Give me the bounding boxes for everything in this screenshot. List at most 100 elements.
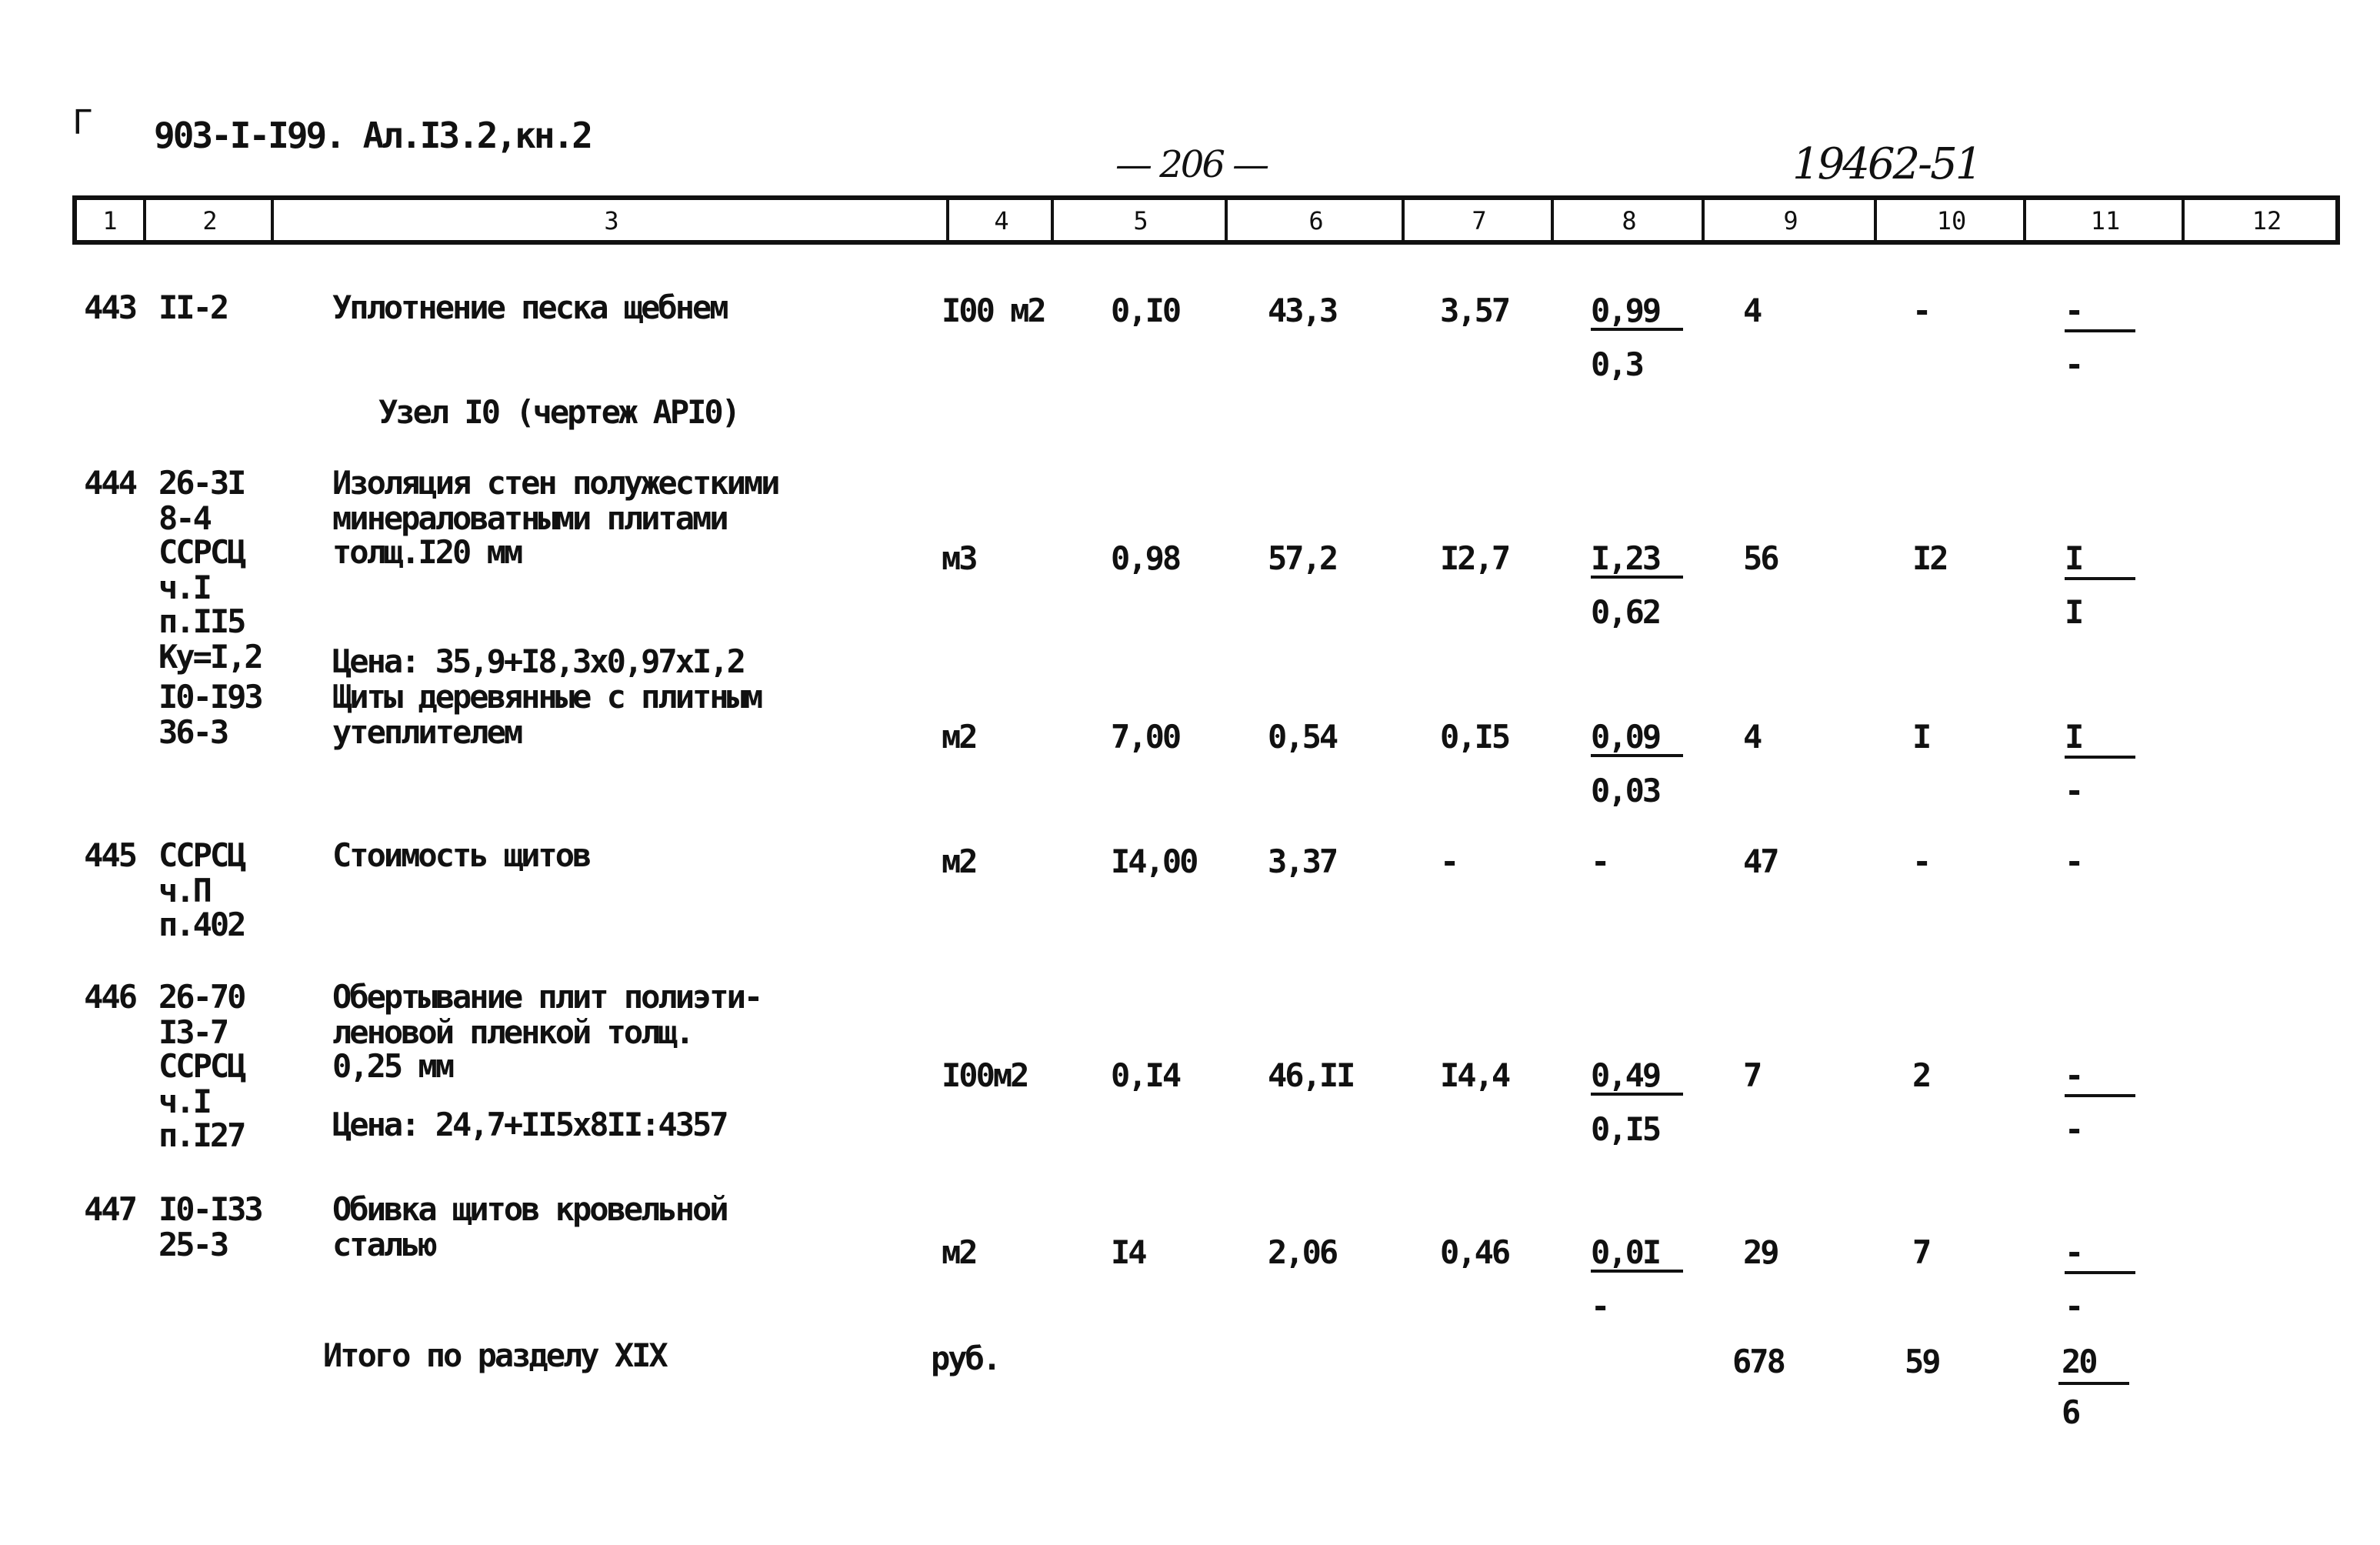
column-header-7: 7 — [1402, 200, 1554, 240]
col8-value: 0,09 — [1591, 719, 1662, 756]
column-header-12: 12 — [2182, 200, 2349, 240]
norm-code: ч.I — [158, 569, 212, 606]
norm-code: II-2 — [158, 289, 229, 326]
unit: м3 — [942, 540, 978, 577]
fraction-bar — [2065, 1271, 2135, 1274]
unit: м2 — [942, 719, 978, 756]
norm-code: ч.I — [158, 1083, 212, 1120]
col10-value: I — [1912, 719, 1932, 756]
total-col11: 20 — [2062, 1343, 2098, 1380]
col8-value: - — [1591, 843, 1610, 880]
row-number: 443 — [84, 289, 138, 326]
corner-mark: Г — [72, 105, 92, 143]
work-description: Обивка щитов кровельной — [332, 1191, 729, 1228]
work-description: утеплителем — [332, 713, 523, 750]
norm-code: 26-70 — [158, 979, 246, 1016]
quantity: 7,00 — [1111, 719, 1182, 756]
fraction-bar — [2065, 577, 2135, 580]
norm-code: Ку=I,2 — [158, 638, 264, 675]
col11-value: - — [2065, 843, 2084, 880]
quantity: I4 — [1111, 1234, 1148, 1271]
col9-value: 56 — [1743, 540, 1780, 577]
col8-value: 0,49 — [1591, 1057, 1662, 1094]
page-number: — 206 — — [1115, 143, 1269, 186]
column-header-3: 3 — [271, 200, 949, 240]
norm-code: ССРСЦ — [158, 534, 246, 571]
column-header-5: 5 — [1051, 200, 1228, 240]
col8-value: I,23 — [1591, 540, 1662, 577]
total-label: Итого по разделу XIX — [323, 1337, 668, 1374]
row-number: 446 — [84, 979, 138, 1016]
column-header-8: 8 — [1551, 200, 1705, 240]
col11-value: I — [2065, 719, 2084, 756]
col7-value: I2,7 — [1440, 540, 1511, 577]
column-header-row: 1 2 3 4 5 6 7 8 9 10 11 12 — [72, 195, 2340, 245]
col7-value: 3,57 — [1440, 292, 1511, 329]
quantity: 0,98 — [1111, 540, 1182, 577]
fraction-bar — [1591, 576, 1683, 579]
col11-value: - — [2065, 1234, 2084, 1271]
unit: I00м2 — [942, 1057, 1029, 1094]
norm-code: п.402 — [158, 906, 246, 943]
price-formula: Цена: 35,9+I8,3x0,97xI,2 — [332, 643, 746, 680]
work-description: 0,25 мм — [332, 1048, 455, 1085]
work-description: сталью — [332, 1226, 438, 1263]
column-header-2: 2 — [143, 200, 274, 240]
work-description: Стоимость щитов — [332, 837, 592, 874]
col9-value: 4 — [1743, 719, 1762, 756]
norm-code: ч.П — [158, 872, 212, 909]
col9-value: 7 — [1743, 1057, 1762, 1094]
work-description: Уплотнение песка щебнем — [332, 289, 729, 326]
total-col9: 678 — [1732, 1343, 1786, 1380]
unit-cost: 2,06 — [1268, 1234, 1338, 1271]
col9-value: 47 — [1743, 843, 1780, 880]
col8-subvalue: 0,62 — [1591, 594, 1662, 631]
col11-subvalue: - — [2065, 772, 2084, 809]
norm-code: 26-3I — [158, 465, 246, 502]
quantity: I4,00 — [1111, 843, 1198, 880]
col10-value: 7 — [1912, 1234, 1932, 1271]
col8-value: 0,0I — [1591, 1234, 1662, 1271]
work-description: Изоляция стен полужесткими — [332, 465, 780, 502]
unit: м2 — [942, 1234, 978, 1271]
col10-value: - — [1912, 843, 1932, 880]
norm-code: 8-4 — [158, 499, 212, 536]
column-header-11: 11 — [2023, 200, 2185, 240]
total-col11-sub: 6 — [2062, 1394, 2081, 1431]
fraction-bar — [1591, 754, 1683, 757]
col11-value: - — [2065, 1057, 2084, 1094]
norm-code: I0-I33 — [158, 1191, 264, 1228]
unit-cost: 43,3 — [1268, 292, 1338, 329]
row-number: 444 — [84, 465, 138, 502]
row-number: 447 — [84, 1191, 138, 1228]
unit-cost: 57,2 — [1268, 540, 1338, 577]
col11-subvalue: - — [2065, 1111, 2084, 1148]
fraction-bar — [1591, 1270, 1683, 1273]
work-description: толщ.I20 мм — [332, 534, 523, 571]
column-header-1: 1 — [102, 206, 118, 235]
total-col10: 59 — [1905, 1343, 1942, 1380]
norm-code: 25-3 — [158, 1226, 229, 1263]
work-description: леновой пленкой толщ. — [332, 1013, 695, 1050]
col7-value: 0,I5 — [1440, 719, 1511, 756]
norm-code: п.II5 — [158, 603, 246, 640]
norm-code: ССРСЦ — [158, 1048, 246, 1085]
unit-cost: 46,II — [1268, 1057, 1355, 1094]
quantity: 0,I0 — [1111, 292, 1182, 329]
fraction-bar — [2065, 756, 2135, 759]
col8-value: 0,99 — [1591, 292, 1662, 329]
col11-subvalue: I — [2065, 594, 2084, 631]
col9-value: 4 — [1743, 292, 1762, 329]
unit-cost: 3,37 — [1268, 843, 1338, 880]
col10-value: 2 — [1912, 1057, 1932, 1094]
fraction-bar — [2065, 329, 2135, 332]
row-number: 445 — [84, 837, 138, 874]
norm-code: ССРСЦ — [158, 837, 246, 874]
col11-subvalue: - — [2065, 346, 2084, 383]
work-description: Обертывание плит полиэти- — [332, 979, 763, 1016]
work-description: Щиты деревянные с плитным — [332, 679, 763, 716]
norm-code: 36-3 — [158, 713, 229, 750]
col10-value: I2 — [1912, 540, 1949, 577]
col8-subvalue: 0,I5 — [1591, 1111, 1662, 1148]
